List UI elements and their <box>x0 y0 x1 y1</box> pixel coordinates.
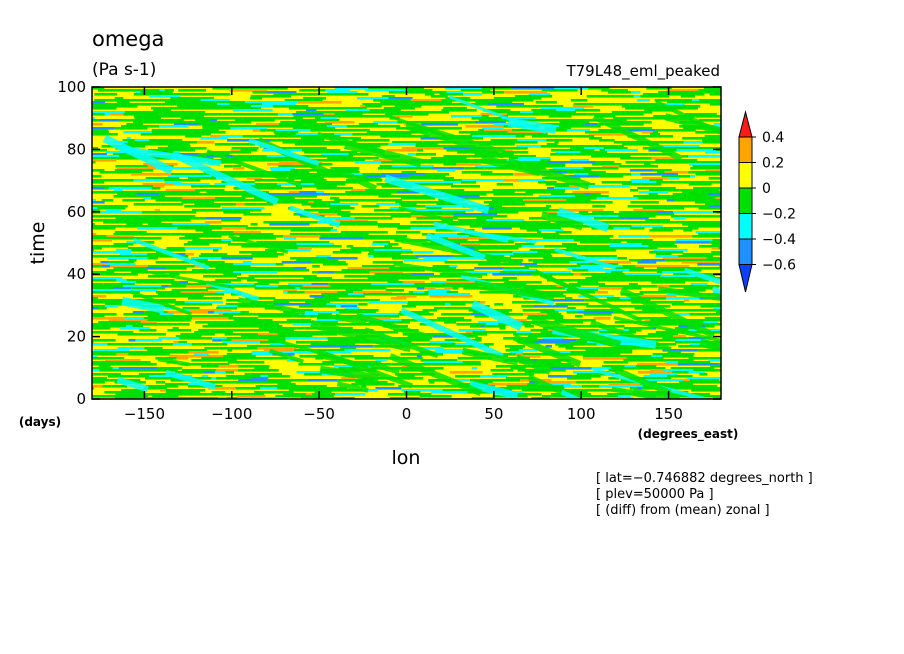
y-tick-label: 60 <box>67 203 86 221</box>
colorbar-label: 0.4 <box>762 130 784 146</box>
colorbar-label: 0 <box>762 181 771 197</box>
colorbar-segment <box>738 136 753 163</box>
colorbar-lower-triangle <box>738 264 753 293</box>
colorbar-label: −0.4 <box>762 232 796 248</box>
x-tick-label: 150 <box>654 405 683 423</box>
colorbar-label: 0.2 <box>762 156 784 172</box>
colorbar-label: −0.2 <box>762 207 796 223</box>
x-tick-label: −100 <box>211 405 252 423</box>
x-tick-label: 50 <box>484 405 503 423</box>
x-tick-label: 100 <box>567 405 596 423</box>
y-tick-label: 100 <box>57 78 86 96</box>
colorbar-segment <box>738 187 753 214</box>
colorbar-segment <box>738 213 753 240</box>
x-tick-label: −150 <box>124 405 165 423</box>
x-tick-label: −50 <box>303 405 335 423</box>
plot-area <box>92 87 721 399</box>
y-tick-label: 40 <box>67 265 86 283</box>
x-axis-label: lon <box>392 447 421 469</box>
x-units-label: (degrees_east) <box>638 427 739 442</box>
experiment-label: T79L48_eml_peaked <box>565 62 720 81</box>
x-tick-label: 0 <box>402 405 412 423</box>
colorbar-segment <box>738 238 753 265</box>
chart-units: (Pa s-1) <box>92 60 156 80</box>
y-tick-label: 0 <box>76 390 86 408</box>
y-tick-label: 20 <box>67 328 86 346</box>
x-axis: −150 −100 −50 0 50 100 150 <box>124 87 683 423</box>
colorbar-upper-triangle <box>738 110 753 138</box>
colorbar-segment <box>738 162 753 189</box>
colorbar-label: −0.6 <box>762 258 796 274</box>
colorbar: 0.4 0.2 0 −0.2 −0.4 −0.6 <box>738 110 796 293</box>
y-axis: 0 20 40 60 80 100 <box>57 78 721 408</box>
y-units-label: (days) <box>19 415 61 429</box>
annotation-lat: [ lat=−0.746882 degrees_north ] <box>596 471 813 486</box>
y-axis-label: time <box>27 222 49 265</box>
annotation-diff: [ (diff) from (mean) zonal ] <box>596 503 770 518</box>
y-tick-label: 80 <box>67 140 86 158</box>
annotation-plev: [ plev=50000 Pa ] <box>596 487 714 502</box>
chart-title: omega <box>92 27 164 51</box>
